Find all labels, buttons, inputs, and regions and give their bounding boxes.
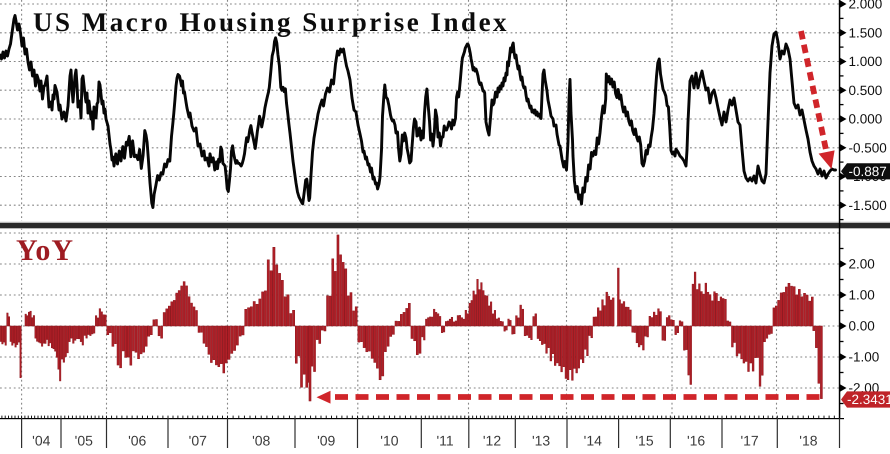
svg-text:'12: '12	[483, 433, 501, 449]
svg-text:0.500: 0.500	[849, 83, 883, 98]
svg-text:0.00: 0.00	[849, 319, 875, 334]
svg-text:-2.3431: -2.3431	[847, 392, 890, 407]
svg-text:YoY: YoY	[16, 234, 74, 267]
svg-text:'09: '09	[317, 433, 335, 449]
svg-text:2.000: 2.000	[849, 0, 883, 12]
svg-text:'04: '04	[32, 433, 50, 449]
svg-text:'18: '18	[799, 433, 817, 449]
svg-text:-0.887: -0.887	[849, 164, 887, 179]
svg-text:2.00: 2.00	[849, 257, 875, 272]
svg-text:-1.00: -1.00	[849, 350, 880, 365]
svg-text:0.000: 0.000	[849, 112, 883, 127]
svg-text:-1.500: -1.500	[849, 198, 887, 213]
svg-text:1.500: 1.500	[849, 26, 883, 41]
svg-text:-0.500: -0.500	[849, 140, 887, 155]
svg-text:'06: '06	[128, 433, 146, 449]
svg-text:'10: '10	[380, 433, 398, 449]
svg-text:'11: '11	[436, 433, 453, 449]
svg-text:'13: '13	[532, 433, 550, 449]
svg-text:'15: '15	[635, 433, 653, 449]
svg-text:'16: '16	[687, 433, 705, 449]
svg-text:'14: '14	[584, 433, 602, 449]
svg-text:US Macro Housing Surprise Inde: US Macro Housing Surprise Index	[33, 7, 509, 37]
svg-text:'08: '08	[252, 433, 270, 449]
svg-text:'17: '17	[740, 433, 758, 449]
svg-text:'05: '05	[75, 433, 93, 449]
svg-text:1.000: 1.000	[849, 54, 883, 69]
svg-text:1.00: 1.00	[849, 288, 875, 303]
svg-text:'07: '07	[189, 433, 207, 449]
